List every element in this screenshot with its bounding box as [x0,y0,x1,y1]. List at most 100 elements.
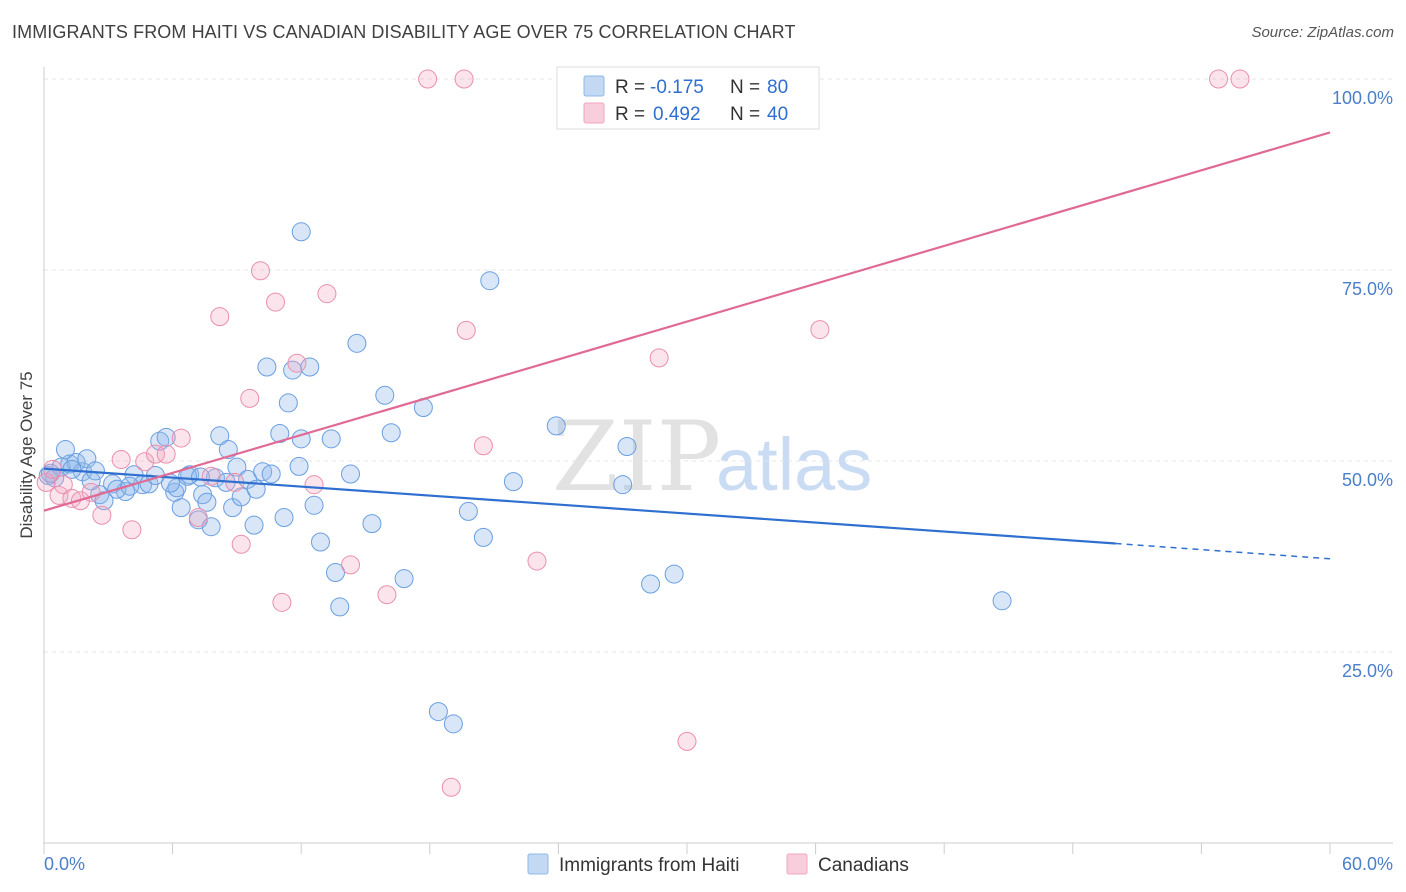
point-canadians [240,388,260,408]
point-canadians [456,320,476,340]
point-canadians [649,348,669,368]
point-immigrants-from-haiti [55,440,75,460]
point-canadians [418,69,438,89]
point-immigrants-from-haiti [394,569,414,589]
point-canadians [677,731,697,751]
point-immigrants-from-haiti [992,591,1012,611]
legend-swatch-haiti [583,75,605,97]
point-immigrants-from-haiti [156,427,176,447]
point-immigrants-from-haiti [428,702,448,722]
point-immigrants-from-haiti [617,436,637,456]
point-canadians [441,777,461,797]
point-immigrants-from-haiti [210,426,230,446]
grid [44,78,1393,653]
legend-r-label-canadians: R = [615,104,645,125]
point-immigrants-from-haiti [257,357,277,377]
point-immigrants-from-haiti [190,467,210,487]
point-immigrants-from-haiti [330,597,350,617]
point-canadians [53,475,73,495]
point-canadians [122,520,142,540]
point-immigrants-from-haiti [201,517,221,537]
point-canadians [317,284,337,304]
point-immigrants-from-haiti [304,495,324,515]
point-immigrants-from-haiti [291,222,311,242]
point-immigrants-from-haiti [310,532,330,552]
point-immigrants-from-haiti [171,498,191,518]
point-canadians [81,482,101,502]
point-canadians [188,508,208,528]
y-tick-labels: 25.0% 50.0% 75.0% 100.0% [1332,88,1393,681]
watermark: ZIP atlas [552,401,872,513]
watermark-zip: ZIP [552,401,721,513]
point-immigrants-from-haiti [503,472,523,492]
point-immigrants-from-haiti [244,515,264,535]
point-canadians [201,466,221,486]
point-canadians [377,585,397,605]
legend-bottom-label-canadians: Canadians [818,855,909,876]
point-immigrants-from-haiti [443,714,463,734]
legend-n-label-haiti: N = [730,77,760,98]
y-axis-title: Disability Age Over 75 [17,371,36,538]
point-canadians [527,551,547,571]
point-immigrants-from-haiti [325,563,345,583]
point-immigrants-from-haiti [300,357,320,377]
point-canadians [473,436,493,456]
source-credit: Source: ZipAtlas.com [1251,24,1394,41]
point-canadians [210,307,230,327]
watermark-atlas: atlas [716,423,872,506]
point-immigrants-from-haiti [274,508,294,528]
legend-n-value-canadians: 40 [767,104,788,125]
point-canadians [250,261,270,281]
legend-r-value-haiti: -0.175 [650,77,704,98]
point-immigrants-from-haiti [613,475,633,495]
point-canadians [287,353,307,373]
legend-bottom-swatch-canadians [786,853,808,875]
point-immigrants-from-haiti [278,393,298,413]
point-canadians [231,534,251,554]
point-immigrants-from-haiti [289,456,309,476]
point-immigrants-from-haiti [347,333,367,353]
legend-r-value-canadians: 0.492 [653,104,701,125]
y-tick-label: 50.0% [1342,470,1393,490]
y-tick-label: 25.0% [1342,661,1393,681]
y-tick-label: 100.0% [1332,88,1393,108]
trend-line-haiti-extension [1115,542,1331,560]
point-canadians [49,485,69,505]
point-immigrants-from-haiti [664,564,684,584]
point-canadians [304,475,324,495]
point-canadians [810,320,830,340]
point-canadians [340,555,360,575]
point-immigrants-from-haiti [231,487,251,507]
trend-line-haiti [43,467,1116,545]
trend-line-canadians [43,131,1331,512]
point-immigrants-from-haiti [473,527,493,547]
legend-top: R = -0.175 N = 80 R = 0.492 N = 40 [556,66,820,130]
legend-bottom-label-haiti: Immigrants from Haiti [559,855,740,876]
legend-bottom: Immigrants from Haiti Canadians [527,853,909,876]
point-canadians [145,444,165,464]
axes [43,67,1393,854]
point-canadians [171,428,191,448]
point-immigrants-from-haiti [546,416,566,436]
legend-r-label-haiti: R = [615,77,645,98]
point-immigrants-from-haiti [261,464,281,484]
trend-lines [43,131,1331,560]
point-immigrants-from-haiti [197,492,217,512]
point-canadians [135,452,155,472]
point-canadians [92,505,112,525]
point-canadians [1209,69,1229,89]
point-canadians [156,444,176,464]
point-canadians [265,292,285,312]
point-immigrants-from-haiti [270,423,290,443]
legend-n-label-canadians: N = [730,104,760,125]
point-immigrants-from-haiti [227,457,247,477]
point-canadians [1230,69,1250,89]
point-immigrants-from-haiti [321,429,341,449]
y-tick-label: 75.0% [1342,279,1393,299]
legend-swatch-canadians [583,102,605,124]
point-immigrants-from-haiti [641,574,661,594]
point-canadians [272,592,292,612]
legend-n-value-haiti: 80 [767,77,788,98]
point-canadians [454,69,474,89]
